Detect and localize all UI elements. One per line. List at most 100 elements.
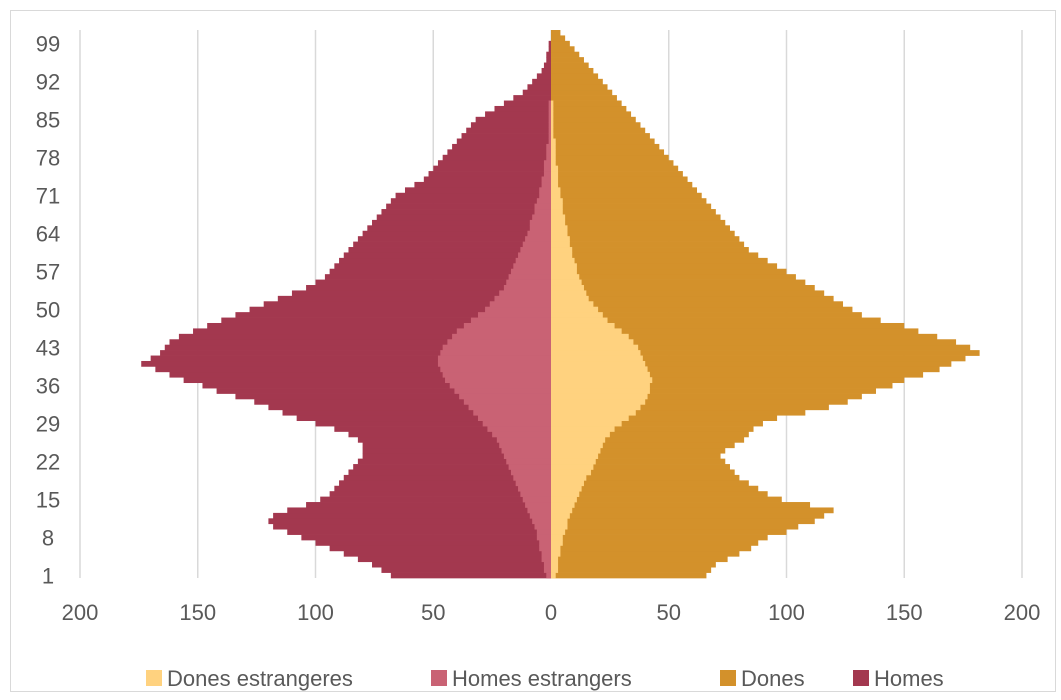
bar — [546, 143, 551, 150]
bar — [525, 236, 551, 242]
bar — [551, 502, 811, 508]
bar — [543, 171, 551, 177]
bar — [541, 550, 551, 557]
bar — [551, 426, 615, 432]
bar — [551, 350, 980, 356]
bar — [551, 192, 561, 199]
bar — [447, 339, 551, 346]
x-tick-label: 200 — [1004, 600, 1041, 625]
bar — [536, 198, 551, 204]
bar — [551, 100, 622, 107]
legend-swatch — [853, 670, 869, 686]
bar — [551, 127, 554, 134]
bar — [548, 122, 551, 129]
bar — [442, 344, 551, 351]
bar — [348, 431, 551, 438]
bar — [551, 133, 554, 139]
bar — [551, 529, 787, 535]
bar — [324, 274, 551, 280]
bar — [551, 105, 554, 112]
bar — [494, 295, 551, 302]
bar — [515, 257, 551, 264]
bar — [551, 550, 561, 557]
legend-label: Dones — [741, 666, 805, 691]
bar — [339, 480, 551, 487]
bar — [551, 567, 712, 573]
bar — [433, 165, 551, 172]
bar — [551, 339, 957, 346]
legend-label: Homes — [874, 666, 944, 691]
bar — [551, 344, 971, 351]
bar — [551, 474, 587, 481]
bar — [551, 371, 924, 378]
bar — [551, 247, 573, 253]
bar — [414, 181, 551, 188]
legend: Dones estrangeres Homes estrangers Dones Ho… — [146, 666, 944, 691]
bar — [150, 355, 551, 362]
bar — [423, 176, 551, 183]
bar — [473, 409, 551, 416]
legend-item: Dones — [720, 666, 805, 691]
bar — [320, 496, 551, 503]
bar — [442, 154, 551, 161]
bar — [551, 496, 577, 503]
bar — [551, 203, 563, 210]
bar — [546, 149, 551, 156]
y-tick-label: 78 — [36, 146, 60, 171]
bar — [506, 279, 551, 286]
x-tick-label: 50 — [657, 600, 681, 625]
bar — [249, 306, 551, 313]
bar — [529, 512, 551, 519]
bar — [527, 230, 551, 237]
bar — [334, 426, 551, 432]
bar — [381, 567, 551, 573]
bar — [536, 529, 551, 535]
bar — [376, 214, 551, 221]
bar — [193, 328, 552, 335]
x-tick-label: 100 — [768, 600, 805, 625]
bar — [551, 507, 573, 514]
bar — [551, 534, 563, 541]
bar — [548, 127, 551, 134]
bar — [235, 312, 551, 318]
bar — [551, 377, 653, 384]
bar — [463, 322, 551, 329]
bar — [348, 247, 551, 253]
bar — [551, 263, 577, 270]
bar — [536, 534, 551, 541]
bar — [329, 491, 551, 497]
legend-swatch — [720, 670, 736, 686]
x-tick-label: 50 — [421, 600, 445, 625]
bar — [485, 111, 551, 118]
bar — [551, 143, 556, 150]
bar — [551, 171, 683, 177]
bar — [551, 285, 584, 291]
y-tick-label: 64 — [36, 221, 60, 246]
bar — [527, 507, 551, 514]
bar — [527, 84, 551, 91]
bar — [551, 181, 693, 188]
bar — [178, 333, 551, 340]
bar — [141, 360, 552, 367]
bar — [551, 480, 584, 487]
bar — [551, 154, 669, 161]
bar — [551, 62, 589, 69]
bar — [501, 447, 551, 454]
bar — [551, 474, 740, 481]
bar — [216, 388, 551, 394]
bar — [551, 187, 698, 194]
bar — [470, 317, 551, 324]
bar — [551, 149, 556, 156]
bar — [551, 138, 556, 145]
bar — [515, 480, 551, 487]
bar — [520, 491, 551, 497]
bar — [551, 187, 561, 194]
bar — [551, 203, 712, 210]
bar — [551, 100, 554, 107]
bar — [551, 415, 629, 422]
bar — [551, 322, 905, 329]
bar — [551, 360, 952, 367]
bar — [525, 502, 551, 508]
bar — [534, 203, 551, 210]
bar — [522, 241, 551, 248]
